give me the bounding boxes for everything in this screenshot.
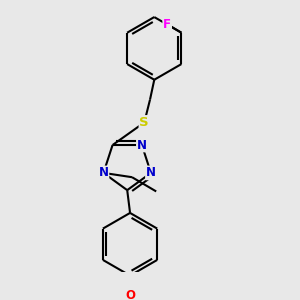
Text: N: N (146, 167, 156, 179)
Text: F: F (163, 18, 171, 31)
Text: N: N (98, 167, 109, 179)
Text: O: O (125, 289, 135, 300)
Text: N: N (137, 139, 147, 152)
Text: S: S (140, 116, 149, 129)
